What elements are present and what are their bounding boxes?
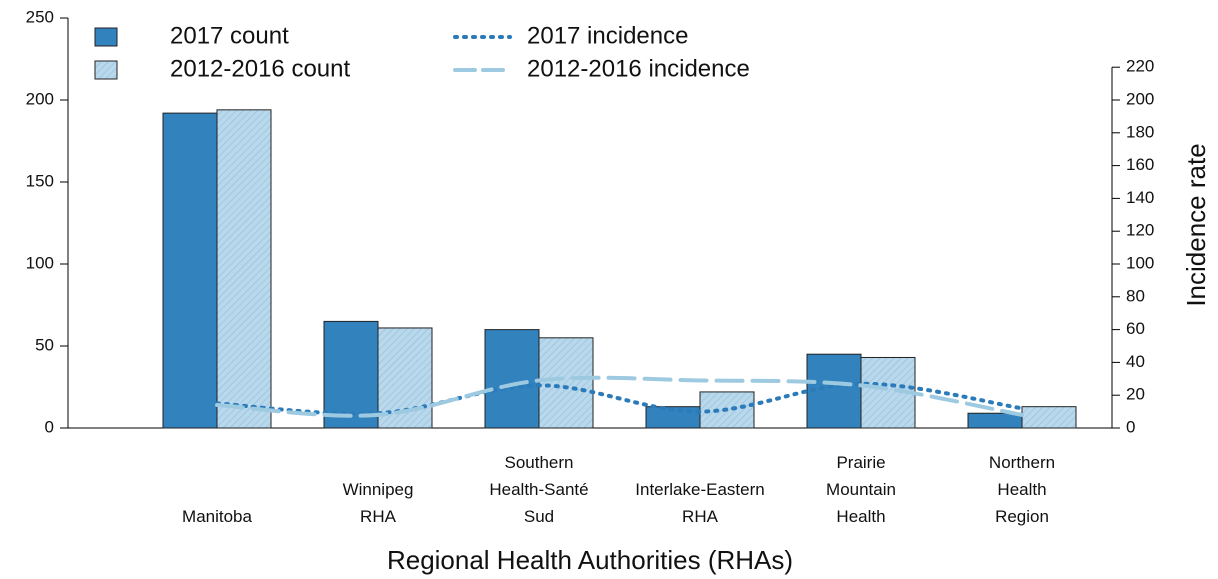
bar <box>967 412 1023 429</box>
bar <box>162 112 218 429</box>
y-tick-label: 50 <box>35 335 54 354</box>
y-tick-label: 100 <box>26 253 54 272</box>
y-tick-label: 250 <box>26 7 54 26</box>
y-tick-label: 150 <box>26 171 54 190</box>
bar <box>806 353 862 429</box>
y-tick-label: 0 <box>45 417 54 436</box>
y2-tick-label: 20 <box>1126 385 1145 404</box>
incidence-line <box>215 375 1024 418</box>
x-tick-line: Manitoba <box>182 507 252 526</box>
y2-tick-label: 120 <box>1126 221 1154 240</box>
incidence-line <box>215 381 1024 416</box>
legend-label: 2012-2016 incidence <box>527 55 750 82</box>
y2-tick-label: 0 <box>1126 417 1135 436</box>
y2-tick-label: 140 <box>1126 188 1154 207</box>
bar <box>538 337 594 429</box>
y-tick-label: 200 <box>26 89 54 108</box>
legend-label: 2012-2016 count <box>170 55 350 82</box>
x-tick-line: RHA <box>682 507 719 526</box>
x-tick-line: Health <box>836 507 885 526</box>
legend-swatch <box>94 27 118 47</box>
bar <box>1021 406 1077 429</box>
x-tick-label: Prairie Mountain Health <box>826 453 896 526</box>
y2-tick-label: 60 <box>1126 319 1145 338</box>
y2-tick-label: 220 <box>1126 57 1154 76</box>
x-tick-line: Winnipeg <box>343 480 414 499</box>
y2-axis-title: Incidence rate <box>1181 143 1211 306</box>
x-tick-line: Prairie <box>836 453 885 472</box>
y2-tick-label: 40 <box>1126 352 1145 371</box>
x-tick-label: Manitoba <box>182 507 252 526</box>
y2-tick-label: 80 <box>1126 286 1145 305</box>
legend-swatch <box>94 60 118 80</box>
x-tick-line: Health <box>997 480 1046 499</box>
x-tick-label: Northern Health Region <box>989 453 1055 526</box>
x-tick-label: Winnipeg RHA <box>343 480 414 526</box>
x-tick-line: Northern <box>989 453 1055 472</box>
legend-label: 2017 incidence <box>527 22 688 49</box>
x-tick-line: Health-Santé <box>489 480 588 499</box>
x-axis-title: Regional Health Authorities (RHAs) <box>387 545 793 575</box>
x-tick-line: Mountain <box>826 480 896 499</box>
x-tick-label: Southern Health-Santé Sud <box>489 453 588 526</box>
x-tick-line: Southern <box>505 453 574 472</box>
y2-tick-label: 160 <box>1126 155 1154 174</box>
bar <box>484 329 540 429</box>
x-tick-line: Sud <box>524 507 554 526</box>
bar <box>216 109 272 429</box>
x-tick-line: Interlake-Eastern <box>635 480 764 499</box>
y2-tick-label: 100 <box>1126 253 1154 272</box>
y2-tick-label: 180 <box>1126 122 1154 141</box>
x-tick-line: Region <box>995 507 1049 526</box>
x-tick-label: Interlake-Eastern RHA <box>635 480 764 526</box>
y2-tick-label: 200 <box>1126 89 1154 108</box>
x-tick-line: RHA <box>360 507 397 526</box>
legend-label: 2017 count <box>170 22 289 49</box>
